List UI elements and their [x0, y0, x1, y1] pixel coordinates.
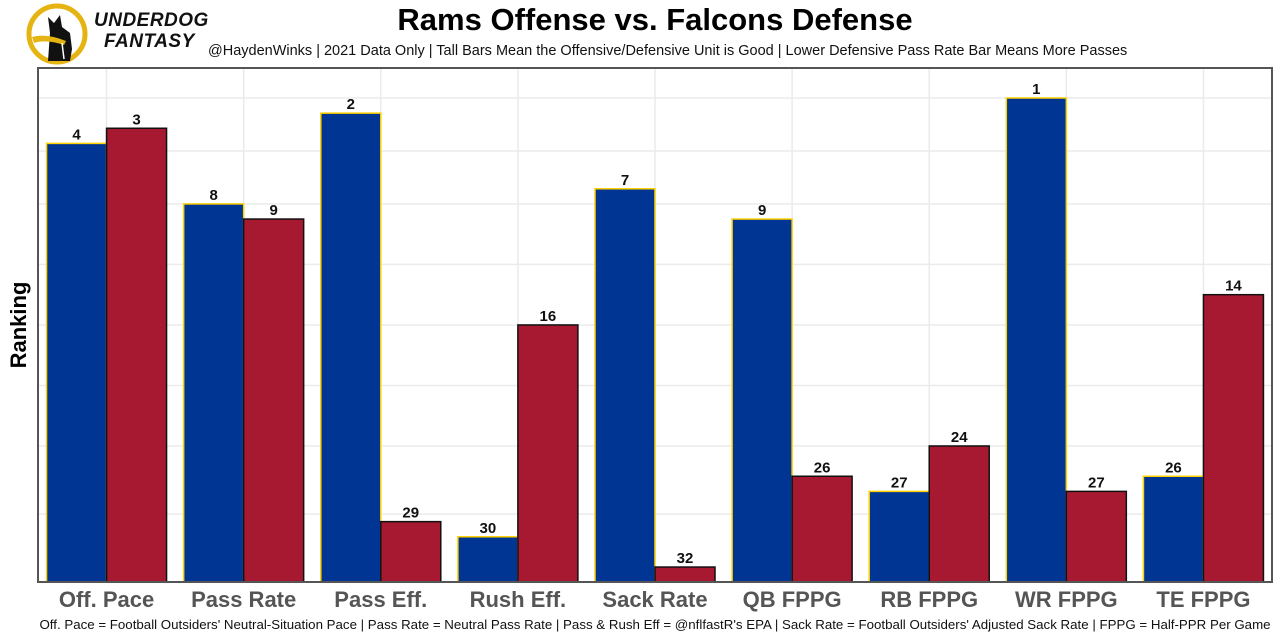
- defense-bar-label: 3: [132, 111, 140, 128]
- defense-bar-label: 14: [1225, 278, 1242, 295]
- offense-bar: [594, 188, 656, 583]
- offense-bar-label: 30: [480, 520, 497, 537]
- underdog-dog-logo-icon: [26, 3, 88, 65]
- offense-bar: [320, 112, 382, 583]
- offense-bar-label: 7: [621, 172, 629, 189]
- brand-line-1: UNDERDOG: [94, 10, 209, 31]
- defense-bar-label: 24: [951, 429, 968, 446]
- chart-subtitle: @HaydenWinks | 2021 Data Only | Tall Bar…: [208, 43, 1128, 59]
- x-tick-label: Sack Rate: [602, 587, 707, 612]
- defense-bar: [242, 218, 305, 583]
- offense-bar: [182, 203, 245, 583]
- offense-bar-label: 2: [347, 96, 355, 113]
- defense-bar-label: 26: [814, 459, 831, 476]
- x-tick-label: WR FPPG: [1015, 587, 1118, 612]
- x-tick-label: Off. Pace: [59, 587, 154, 612]
- chart-title: Rams Offense vs. Falcons Defense: [397, 2, 913, 37]
- offense-bar: [868, 490, 930, 583]
- offense-bar: [457, 536, 519, 583]
- x-tick-label: RB FPPG: [880, 587, 978, 612]
- offense-bar: [1142, 475, 1205, 583]
- defense-bar-label: 32: [677, 550, 694, 567]
- defense-bar-label: 29: [402, 505, 419, 522]
- defense-bar-label: 9: [269, 202, 277, 219]
- defense-bar: [380, 520, 442, 583]
- offense-bar-label: 8: [209, 187, 217, 204]
- brand-wordmark: UNDERDOG FANTASY: [94, 10, 209, 52]
- offense-bar-label: 9: [758, 202, 766, 219]
- x-tick-label: Pass Eff.: [334, 587, 427, 612]
- brand-line-2: FANTASY: [104, 31, 195, 52]
- x-tick-label: QB FPPG: [743, 587, 842, 612]
- chart-caption: Off. Pace = Football Outsiders' Neutral-…: [39, 617, 1271, 632]
- defense-bar-label: 27: [1088, 474, 1105, 491]
- plot-border: [37, 67, 1273, 583]
- x-tick-label: Pass Rate: [191, 587, 296, 612]
- x-tick-label: Rush Eff.: [470, 587, 567, 612]
- offense-bar-label: 26: [1165, 459, 1182, 476]
- defense-bar: [928, 445, 990, 583]
- offense-bar-label: 27: [891, 474, 908, 491]
- offense-bar-label: 1: [1032, 81, 1040, 98]
- defense-bar: [105, 127, 168, 583]
- defense-bar-label: 16: [540, 308, 557, 325]
- defense-bar: [791, 475, 853, 583]
- offense-bar: [731, 218, 793, 583]
- offense-bar: [1005, 97, 1068, 583]
- offense-bar: [45, 142, 108, 583]
- defense-bar: [654, 566, 716, 583]
- offense-bar-label: 4: [72, 126, 81, 143]
- x-tick-label: TE FPPG: [1156, 587, 1250, 612]
- defense-bar: [1202, 293, 1265, 583]
- defense-bar: [517, 324, 579, 583]
- defense-bar: [1065, 490, 1128, 583]
